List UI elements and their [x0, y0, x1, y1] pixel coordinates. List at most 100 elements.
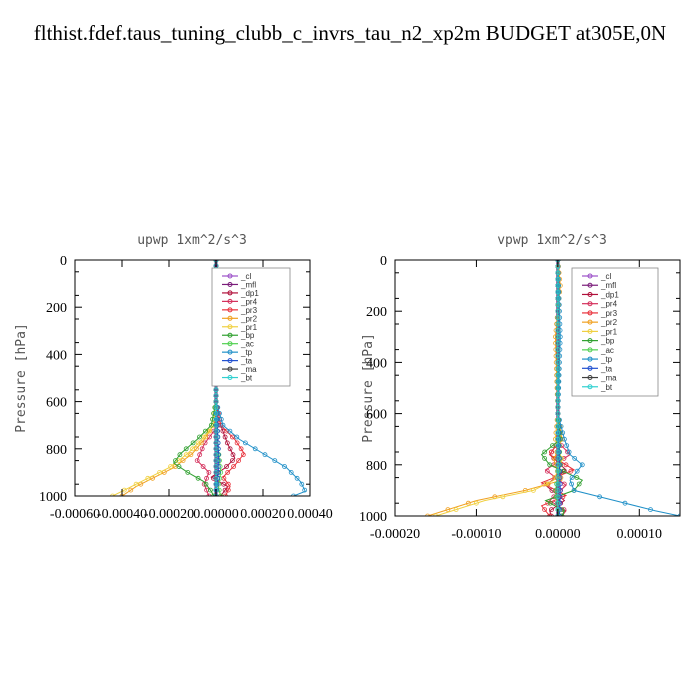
- legend-entry: _bp: [600, 337, 615, 346]
- series-marker: [207, 487, 213, 493]
- legend-entry: _pr1: [240, 323, 258, 332]
- legend-marker: [227, 358, 233, 364]
- legend-entry: _pr4: [600, 300, 618, 309]
- series-marker: [555, 308, 561, 314]
- series-marker: [555, 315, 561, 321]
- series-marker: [234, 440, 240, 446]
- legend-marker: [227, 298, 233, 304]
- y-tick-label: 400: [366, 356, 387, 371]
- series-marker: [555, 430, 561, 436]
- series-marker: [213, 422, 219, 428]
- series-marker: [224, 464, 230, 469]
- series-marker: [425, 513, 430, 516]
- series-marker: [555, 436, 561, 442]
- plot-frame: [394, 259, 681, 517]
- y-tick-label: 600: [46, 396, 67, 411]
- series-marker: [531, 487, 536, 493]
- series-marker: [453, 507, 459, 513]
- legend-marker: [227, 281, 233, 287]
- series-marker: [555, 334, 561, 340]
- series-marker: [157, 469, 163, 475]
- series-marker: [555, 468, 561, 474]
- x-tick-label: 0.00000: [193, 507, 239, 522]
- series-marker: [299, 481, 305, 487]
- legend-entry: _pr2: [240, 314, 258, 323]
- legend-marker: [587, 273, 593, 279]
- x-tick-label: 0.00010: [617, 527, 663, 542]
- legend-marker: [587, 310, 593, 316]
- x-tick-label: -0.00060: [50, 507, 100, 522]
- legend-marker: [227, 324, 233, 330]
- series-marker: [555, 404, 561, 410]
- series-marker: [202, 428, 208, 434]
- legend-marker: [227, 341, 233, 347]
- series-marker: [555, 443, 561, 449]
- series-marker: [648, 507, 653, 513]
- series-marker: [213, 428, 219, 434]
- series-marker: [173, 458, 178, 464]
- series-marker: [110, 493, 115, 496]
- series-marker: [221, 481, 227, 487]
- series-marker: [190, 440, 196, 446]
- x-tick-label: 0.00040: [287, 507, 333, 522]
- series-marker: [445, 507, 451, 513]
- series-marker: [566, 449, 572, 455]
- series-marker: [225, 487, 231, 493]
- series-marker: [556, 366, 562, 372]
- series-marker: [218, 493, 224, 496]
- legend-marker: [587, 338, 593, 344]
- series-marker: [240, 452, 246, 458]
- series-marker: [291, 493, 296, 496]
- series-marker: [555, 283, 561, 289]
- series-marker: [213, 440, 219, 446]
- series-marker: [555, 359, 561, 365]
- series-line-pr2: [121, 260, 217, 496]
- series-marker: [213, 434, 219, 440]
- series-marker: [550, 443, 555, 449]
- panel-title: vpwp 1xm^2/s^3: [497, 233, 607, 248]
- legend-marker: [587, 301, 593, 307]
- series-marker: [555, 423, 561, 429]
- series-marker: [188, 452, 194, 458]
- series-marker: [556, 455, 562, 461]
- legend-entry: _bt: [240, 374, 253, 383]
- series-marker: [238, 446, 244, 452]
- series-marker: [555, 276, 561, 282]
- series-marker: [213, 399, 219, 405]
- series-marker: [236, 458, 242, 464]
- series-marker: [555, 302, 561, 308]
- series-marker: [563, 462, 569, 468]
- series-marker: [555, 327, 561, 333]
- series-marker: [555, 353, 561, 359]
- series-marker: [195, 475, 201, 481]
- series-marker: [229, 458, 235, 464]
- series-marker: [542, 507, 547, 513]
- series-marker: [302, 487, 308, 493]
- series-marker: [183, 446, 189, 452]
- series-marker: [562, 436, 567, 442]
- x-tick-label: -0.00020: [370, 527, 420, 542]
- series-marker: [555, 295, 561, 301]
- legend: _cl_mfl_dp1_pr4_pr3_pr2_pr1_bp_ac_tp_ta_…: [211, 267, 291, 387]
- series-marker: [555, 398, 561, 404]
- series-marker: [231, 464, 237, 469]
- series-marker: [555, 455, 561, 461]
- series-marker: [548, 513, 554, 516]
- series-marker: [622, 500, 628, 506]
- x-tick-label: 0.00000: [535, 527, 581, 542]
- series-marker: [542, 449, 548, 455]
- series-marker: [542, 455, 547, 461]
- series-marker: [555, 411, 561, 417]
- y-tick-label: 800: [46, 443, 67, 458]
- series-marker: [557, 513, 562, 516]
- legend: _cl_mfl_dp1_pr4_pr3_pr2_pr1_bp_ac_tp_ta_…: [571, 267, 659, 397]
- legend-entry: _ma: [240, 365, 257, 374]
- x-tick-label: 0.00020: [240, 507, 286, 522]
- series-marker: [500, 494, 506, 500]
- series-marker: [555, 340, 561, 346]
- series-marker: [555, 385, 561, 391]
- series-marker: [176, 464, 182, 469]
- series-marker: [185, 469, 191, 475]
- legend-marker: [227, 290, 233, 296]
- series-marker: [288, 469, 294, 475]
